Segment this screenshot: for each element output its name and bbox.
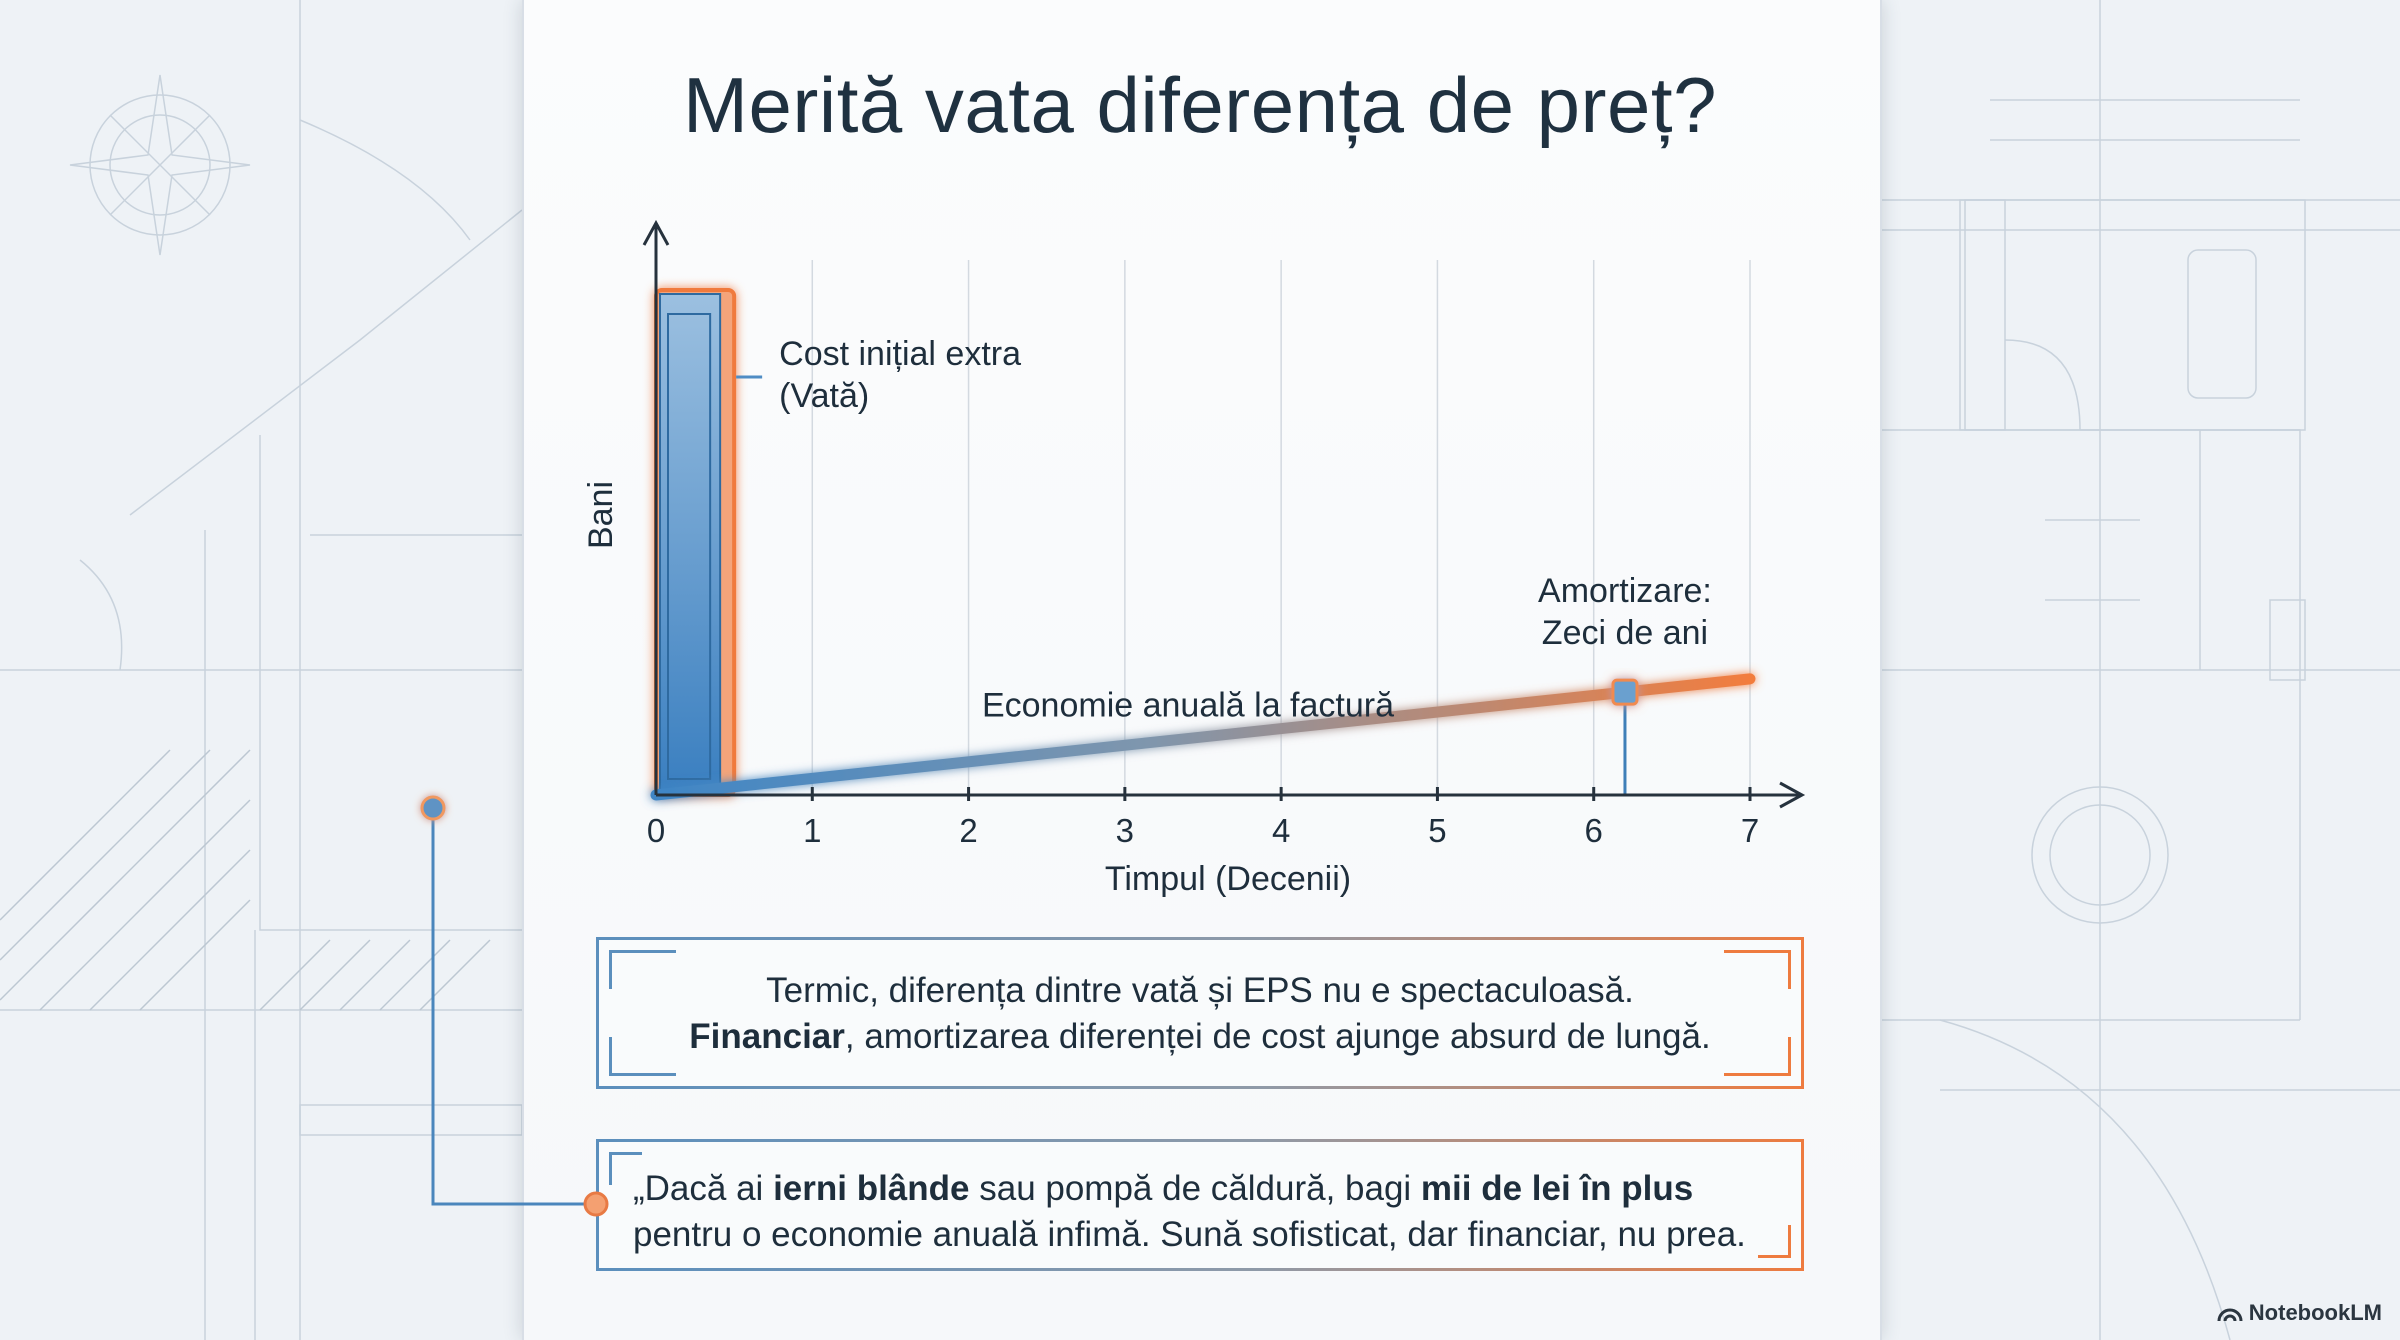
slide-title: Merită vata diferența de preț? bbox=[683, 61, 1717, 149]
corner-bracket bbox=[1724, 950, 1791, 989]
payback-chart: Cost inițial extra (Vată) Economie anuală … bbox=[582, 219, 1806, 898]
x-tick-label: 5 bbox=[1428, 812, 1446, 849]
y-axis-arrow bbox=[642, 219, 670, 246]
corner-bracket bbox=[609, 1152, 642, 1185]
bar-inner bbox=[667, 313, 712, 780]
savings-line-label: Economie anuală la factură bbox=[982, 687, 1394, 725]
notebooklm-logo-icon bbox=[2217, 1308, 2243, 1322]
quote-box: „Dacă ai ierni blânde sau pompă de căldu… bbox=[596, 1139, 1804, 1271]
quote-text: „Dacă ai bbox=[633, 1169, 774, 1208]
payback-label-2: Zeci de ani bbox=[1542, 614, 1708, 652]
chart-grid bbox=[811, 260, 1751, 795]
corner-bracket bbox=[609, 1037, 676, 1076]
x-axis-arrow bbox=[1779, 781, 1806, 809]
note-line-2-text: , amortizarea diferenței de cost ajunge … bbox=[844, 1017, 1711, 1056]
quote-line-1: „Dacă ai ierni blânde sau pompă de căldu… bbox=[633, 1166, 1801, 1212]
brand-watermark: NotebookLM bbox=[2217, 1300, 2382, 1326]
corner-bracket bbox=[609, 950, 676, 989]
brand-name: NotebookLM bbox=[2248, 1300, 2382, 1325]
financial-note-box: Termic, diferența dintre vată și EPS nu … bbox=[596, 937, 1804, 1089]
x-tick-label: 0 bbox=[647, 812, 665, 849]
x-tick-label: 6 bbox=[1585, 812, 1603, 849]
quote-bold: mii de lei în plus bbox=[1420, 1169, 1694, 1208]
note-line-2: Financiar, amortizarea diferenței de cos… bbox=[599, 1014, 1801, 1060]
note-bold: Financiar bbox=[689, 1017, 845, 1056]
corner-bracket bbox=[1724, 1037, 1791, 1076]
bar-label: Cost inițial extra bbox=[779, 335, 1021, 373]
savings-line bbox=[650, 673, 1756, 801]
quote-line-2: pentru o economie anuală infimă. Sună so… bbox=[633, 1215, 1746, 1254]
x-axis-label: Timpul (Decenii) bbox=[1105, 860, 1351, 898]
quote-text: sau pompă de căldură, bagi bbox=[969, 1169, 1421, 1208]
x-tick-label: 4 bbox=[1272, 812, 1290, 849]
note-line-1: Termic, diferența dintre vată și EPS nu … bbox=[766, 971, 1634, 1010]
payback-marker bbox=[1611, 678, 1639, 706]
x-tick-label: 2 bbox=[959, 812, 977, 849]
x-tick-label: 1 bbox=[803, 812, 821, 849]
bar-label-2: (Vată) bbox=[779, 377, 869, 415]
x-tick-label: 3 bbox=[1116, 812, 1134, 849]
chart-labels: Cost inițial extra (Vată) Economie anuală … bbox=[582, 335, 1759, 898]
chart-marks bbox=[650, 288, 1756, 801]
quote-bold: ierni blânde bbox=[773, 1169, 970, 1208]
y-axis-label: Bani bbox=[582, 481, 620, 549]
chart-axes bbox=[642, 219, 1806, 809]
corner-bracket bbox=[1758, 1225, 1791, 1258]
payback-label: Amortizare: bbox=[1538, 572, 1712, 610]
slide-panel bbox=[522, 0, 1882, 1340]
x-tick-label: 7 bbox=[1741, 812, 1759, 849]
